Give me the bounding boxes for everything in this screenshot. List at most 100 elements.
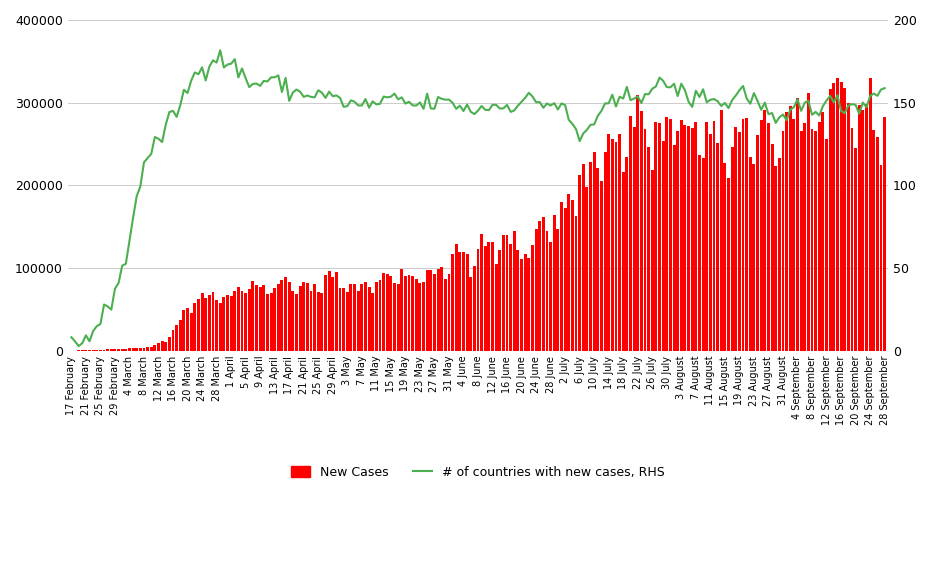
Bar (516, 250, 519, 351)
Bar (651, 170, 653, 351)
Bar (604, 152, 607, 351)
Bar (495, 263, 498, 351)
Bar (568, 194, 570, 351)
Bar (857, 105, 860, 351)
Bar (803, 123, 806, 351)
Bar (375, 282, 377, 351)
Bar (716, 143, 720, 351)
Bar (190, 312, 193, 351)
Bar (748, 157, 752, 351)
Bar (451, 254, 454, 351)
Bar (872, 130, 875, 351)
Bar (85, 350, 88, 351)
Bar (817, 122, 821, 351)
Bar (476, 249, 479, 351)
Bar (800, 131, 802, 351)
Bar (505, 235, 509, 351)
Bar (331, 277, 335, 351)
Bar (640, 111, 643, 351)
Bar (117, 350, 120, 351)
Bar (593, 152, 596, 351)
Bar (564, 208, 567, 351)
Bar (825, 139, 828, 351)
Bar (353, 285, 356, 351)
Bar (843, 88, 846, 351)
Bar (124, 348, 128, 351)
Bar (785, 113, 788, 351)
Bar (683, 125, 686, 351)
Bar (266, 294, 268, 351)
Bar (731, 148, 733, 351)
Bar (720, 110, 722, 351)
Bar (233, 290, 236, 351)
Bar (193, 303, 197, 351)
Bar (760, 121, 762, 351)
Bar (610, 139, 614, 351)
Bar (128, 348, 130, 351)
Bar (491, 242, 494, 351)
Bar (103, 350, 105, 351)
Legend: New Cases, # of countries with new cases, RHS: New Cases, # of countries with new cases… (286, 461, 670, 484)
Bar (880, 165, 883, 351)
Bar (792, 119, 795, 351)
Bar (171, 330, 174, 351)
Bar (763, 110, 766, 351)
Bar (328, 271, 331, 351)
Bar (459, 253, 461, 351)
Bar (255, 285, 258, 351)
Bar (788, 106, 791, 351)
Bar (596, 168, 599, 351)
Bar (807, 93, 810, 351)
Bar (637, 95, 639, 351)
Bar (473, 266, 476, 351)
Bar (95, 350, 98, 351)
Bar (528, 258, 530, 351)
Bar (338, 288, 341, 351)
Bar (248, 289, 251, 351)
Bar (865, 104, 868, 351)
Bar (851, 128, 854, 351)
Bar (106, 350, 109, 351)
Bar (466, 254, 469, 351)
Bar (99, 350, 102, 351)
Bar (364, 282, 367, 351)
Bar (367, 288, 371, 351)
Bar (197, 299, 199, 351)
Bar (444, 280, 446, 351)
Bar (262, 285, 266, 351)
Bar (484, 246, 487, 351)
Bar (292, 291, 295, 351)
Bar (357, 291, 360, 351)
Bar (513, 231, 515, 351)
Bar (829, 89, 831, 351)
Bar (317, 292, 320, 351)
Bar (135, 348, 138, 351)
Bar (154, 346, 157, 351)
Bar (350, 284, 352, 351)
Bar (418, 283, 421, 351)
Bar (361, 284, 363, 351)
Bar (815, 131, 817, 351)
Bar (698, 154, 701, 351)
Bar (524, 254, 527, 351)
Bar (771, 145, 774, 351)
Bar (393, 283, 396, 351)
Bar (204, 298, 207, 351)
Bar (426, 270, 429, 351)
Bar (226, 295, 229, 351)
Bar (854, 148, 857, 351)
Bar (146, 347, 149, 351)
Bar (219, 303, 222, 351)
Bar (110, 349, 113, 351)
Bar (509, 245, 512, 351)
Bar (662, 141, 665, 351)
Bar (539, 222, 541, 351)
Bar (647, 148, 651, 351)
Bar (706, 122, 708, 351)
Bar (342, 288, 345, 351)
Bar (91, 350, 95, 351)
Bar (709, 134, 712, 351)
Bar (88, 350, 91, 351)
Bar (436, 269, 440, 351)
Bar (618, 134, 621, 351)
